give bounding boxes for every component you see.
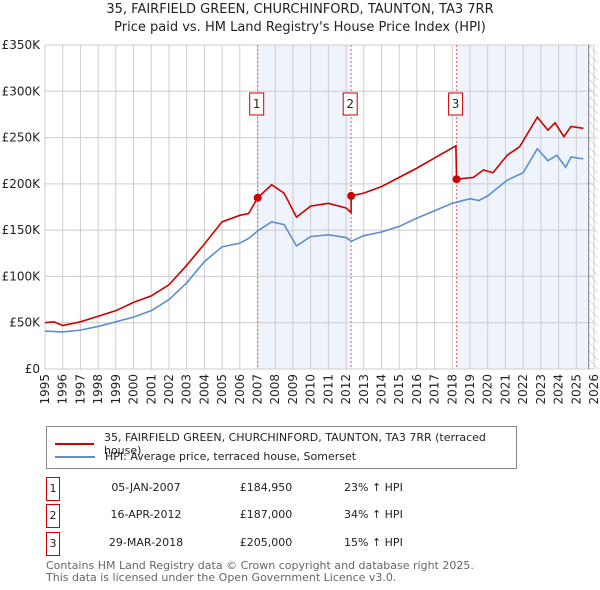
sale-marker-label: 1: [253, 97, 261, 111]
sale-hpi: 23% ↑ HPI: [344, 481, 403, 494]
x-tick-label: 2007: [251, 374, 265, 405]
sale-hpi: 15% ↑ HPI: [344, 536, 403, 549]
x-tick-label: 2010: [304, 374, 318, 405]
sale-point: [253, 193, 262, 202]
sale-date: 05-JAN-2007: [111, 481, 181, 494]
sale-price: £184,950: [239, 481, 293, 494]
x-tick-label: 2008: [268, 374, 282, 405]
x-tick-label: 2014: [374, 374, 388, 405]
x-tick-label: 2018: [445, 374, 459, 405]
x-tick-label: 2016: [410, 374, 424, 405]
forecast-hatch: [588, 45, 598, 369]
x-tick-label: 1998: [91, 374, 105, 405]
chart-title: 35, FAIRFIELD GREEN, CHURCHINFORD, TAUNT…: [106, 2, 494, 17]
y-tick-label: £100K: [2, 269, 42, 283]
x-tick-label: 1999: [109, 374, 123, 405]
footer: Contains HM Land Registry data © Crown c…: [46, 560, 474, 584]
sale-marker-box: [249, 92, 265, 116]
sale-row: 1 05-JAN-2007 £184,950 23% ↑ HPI: [46, 477, 546, 501]
legend-red-swatch: [55, 443, 94, 445]
y-tick-label: £0: [25, 362, 40, 376]
sale-marker-box: [448, 92, 464, 116]
x-tick-label: 2020: [481, 374, 495, 405]
y-tick-label: £150K: [2, 223, 42, 237]
x-tick-label: 2021: [498, 374, 512, 405]
x-tick-label: 2026: [587, 374, 600, 405]
legend-blue-label: HPI: Average price, terraced house, Some…: [105, 450, 357, 463]
x-tick-label: 2004: [197, 374, 211, 405]
x-tick-label: 2023: [534, 374, 548, 405]
sale-date: 29-MAR-2018: [108, 536, 184, 549]
sale-marker-label: 2: [346, 97, 354, 111]
footer-line-2: This data is licensed under the Open Gov…: [46, 571, 397, 584]
y-tick-label: £200K: [2, 177, 42, 191]
price-chart: 1995 1996 1997 1998 1999 2000 2001 2002 2003 2004…: [2, 38, 600, 405]
sale-price: £187,000: [239, 508, 293, 521]
x-tick-label: 2001: [144, 374, 158, 405]
sale-hpi: 34% ↑ HPI: [344, 508, 403, 521]
shaded-range: [257, 45, 352, 369]
sale-marker-box: [342, 92, 358, 116]
x-tick-label: 2013: [357, 374, 371, 405]
x-tick-label: 2017: [428, 374, 442, 405]
x-tick-label: 2011: [321, 374, 335, 405]
x-tick-label: 2019: [463, 374, 477, 405]
x-tick-label: 2025: [569, 374, 583, 405]
y-tick-label: £350K: [2, 38, 42, 52]
sale-price: £205,000: [239, 536, 293, 549]
y-tick-label: £250K: [2, 131, 42, 145]
x-tick-label: 2005: [215, 374, 229, 405]
sale-number-badge: 3: [46, 532, 60, 556]
sale-point: [452, 175, 461, 184]
sale-point: [347, 191, 356, 200]
x-tick-label: 2003: [180, 374, 194, 405]
sale-number-badge: 2: [46, 504, 60, 528]
x-tick-label: 2015: [392, 374, 406, 405]
sale-row: 3 29-MAR-2018 £205,000 15% ↑ HPI: [46, 532, 546, 556]
y-tick-label: £300K: [2, 84, 42, 98]
x-tick-label: 2009: [286, 374, 300, 405]
x-tick-label: 2012: [339, 374, 353, 405]
x-tick-label: 2002: [162, 374, 176, 405]
x-tick-label: 1995: [38, 374, 52, 405]
x-tick-label: 2024: [552, 374, 566, 405]
x-tick-label: 2000: [127, 374, 141, 405]
series-line: [44, 147, 584, 333]
y-tick-label: £50K: [9, 316, 41, 330]
sale-date: 16-APR-2012: [110, 508, 182, 521]
shaded-range: [456, 45, 589, 369]
legend: 35, FAIRFIELD GREEN, CHURCHINFORD, TAUNT…: [46, 426, 517, 469]
x-tick-label: 2022: [516, 374, 530, 405]
footer-line-1: Contains HM Land Registry data © Crown c…: [46, 559, 474, 572]
legend-blue-swatch: [55, 455, 95, 458]
legend-red-label: 35, FAIRFIELD GREEN, CHURCHINFORD, TAUNT…: [103, 431, 486, 457]
sale-number-badge: 1: [46, 477, 60, 501]
sale-row: 2 16-APR-2012 £187,000 34% ↑ HPI: [46, 504, 546, 528]
series-line: [44, 115, 584, 327]
sale-marker-label: 3: [452, 97, 460, 111]
x-tick-label: 1997: [73, 374, 87, 405]
x-tick-label: 1996: [56, 374, 70, 405]
x-tick-label: 2006: [233, 374, 247, 405]
chart-subtitle: Price paid vs. HM Land Registry's House …: [114, 20, 486, 35]
